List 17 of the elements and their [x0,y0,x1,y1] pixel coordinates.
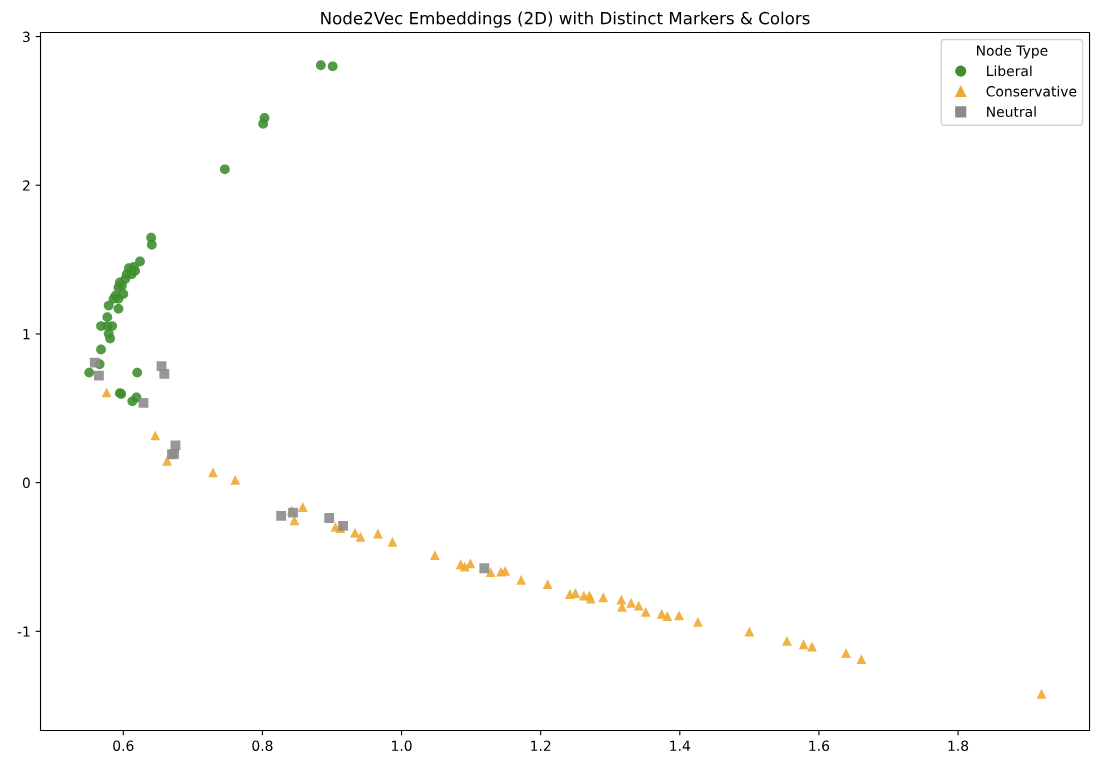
y-tick-label: 1 [23,329,30,340]
x-tick-label: 1.6 [809,740,830,751]
y-tick-label: 2 [22,180,30,191]
x-tick-label: 0.6 [113,740,134,751]
chart-title: Node2Vec Embeddings (2D) with Distinct Markers & Colors [321,11,810,28]
x-tick-label: 1.0 [392,740,412,751]
x-tick-label: 0.8 [252,740,273,751]
x-tick-label: 1.2 [531,740,551,751]
y-tick-label: 3 [23,31,30,43]
x-tick-label: 1.4 [670,740,691,751]
legend-label: Conservative [986,85,1077,97]
legend-label: Neutral [987,106,1036,117]
legend-title: Node Type [977,45,1048,59]
legend-label: Liberal [987,65,1032,77]
x-tick-label: 1.8 [948,740,969,751]
y-tick-label: -1 [17,626,30,637]
y-tick-label: 0 [22,477,30,489]
